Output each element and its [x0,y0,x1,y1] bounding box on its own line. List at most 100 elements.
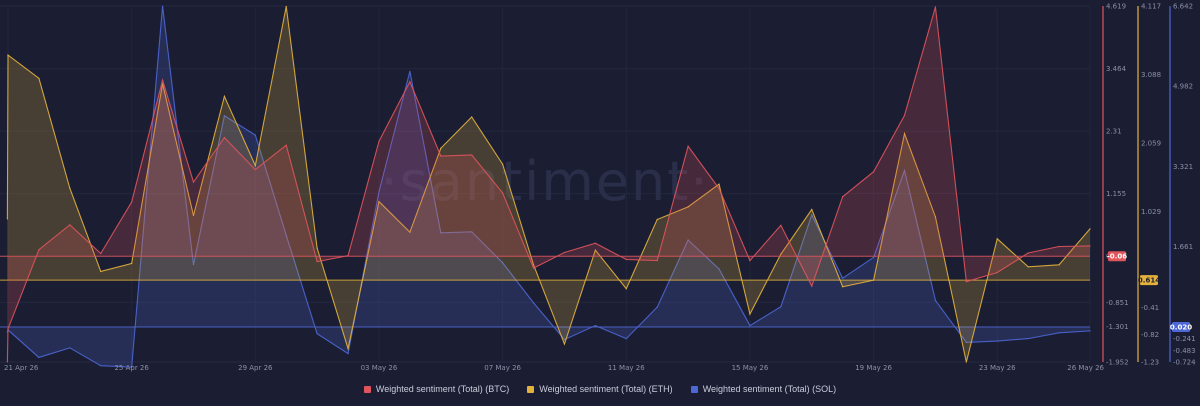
badge-bg-eth [1140,275,1158,286]
data-point-sol [131,366,133,368]
data-point-sol [285,234,287,236]
data-point-eth [223,95,225,97]
data-point-btc [811,285,813,287]
data-point-btc [873,171,875,173]
data-point-eth [38,77,40,79]
axis-tick-eth: -0.82 [1141,331,1159,339]
data-point-btc [131,201,133,203]
data-point-btc [254,168,256,171]
data-point-eth [1089,228,1091,230]
legend-item-eth[interactable]: Weighted sentiment (Total) (ETH) [527,384,673,394]
axis-tick-btc: 3.464 [1106,65,1127,73]
data-point-eth [502,163,504,165]
data-point-eth [347,348,349,350]
data-point-btc [1027,252,1029,254]
axis-tick-eth: 4.117 [1141,3,1161,11]
x-axis: 21 Apr 26 25 Apr 26 29 Apr 26 03 May 26 07 M… [4,364,1105,372]
legend-swatch-sol [690,385,698,393]
data-point-sol [934,299,937,302]
axis-tick-sol: -0.724 [1173,359,1196,367]
series-area-eth [7,6,1091,362]
data-point-eth [254,164,256,167]
badge-bg-sol [1172,322,1190,333]
data-point-eth [903,133,906,135]
x-tick-label: 21 Apr 26 [4,364,39,372]
data-point-btc [471,154,473,156]
data-point-btc [532,267,535,269]
chart-canvas: ·santiment·4.6193.4642.311.1550-0.851-1.… [0,2,1197,372]
data-point-sol [1089,330,1091,332]
last-value-badge-sol: 0.020 [1170,322,1192,333]
data-point-sol [1027,338,1029,340]
data-point-btc [440,155,442,157]
data-point-sol [38,356,40,359]
data-point-eth [842,286,844,288]
data-point-sol [192,264,195,266]
axis-tick-btc: -1.301 [1106,323,1129,331]
data-point-sol [749,324,751,327]
axis-tick-btc: 1.155 [1106,190,1126,198]
data-point-sol [471,231,473,233]
data-point-eth [996,238,998,240]
data-point-eth [1027,266,1029,268]
data-point-btc [749,259,751,262]
axis-tick-eth: 3.088 [1141,71,1161,79]
axis-tick-sol: -0.241 [1173,335,1196,343]
data-point-sol [811,214,813,216]
legend-label-eth: Weighted sentiment (Total) (ETH) [539,384,673,394]
axis-tick-btc: 2.31 [1106,128,1122,136]
data-point-btc [625,258,627,261]
series-eth [0,5,1091,363]
axis-tick-sol: 4.982 [1173,83,1193,91]
data-point-sol [903,169,906,172]
data-point-btc [409,81,411,83]
data-point-eth [934,216,937,218]
axis-tick-sol: 1.661 [1173,243,1193,251]
data-point-btc [316,261,318,263]
data-point-btc [934,6,937,8]
x-tick-label: 26 May 26 [1067,364,1104,372]
data-point-btc [842,196,844,198]
axis-tick-sol: -0.483 [1173,347,1196,355]
last-value-badge-btc: -0.06 [1107,251,1127,262]
data-point-sol [378,191,380,193]
data-point-sol [440,232,442,234]
legend-label-btc: Weighted sentiment (Total) (BTC) [375,384,510,394]
data-point-eth [1058,264,1060,266]
data-point-eth [100,270,102,273]
data-point-sol [532,302,535,304]
badge-text-btc: -0.06 [1107,253,1127,261]
data-point-sol [347,352,349,355]
data-point-eth [7,54,9,56]
axis-tick-sol: 6.642 [1173,3,1193,11]
data-point-btc [69,224,71,226]
data-point-eth [131,262,133,265]
data-point-sol [996,340,998,342]
data-point-eth [687,206,689,208]
data-point-sol [69,347,71,349]
legend-swatch-btc [363,385,371,393]
data-point-btc [223,136,225,139]
data-point-eth [625,288,627,290]
axis-tick-btc: -0.851 [1106,299,1129,307]
data-point-sol [563,338,566,341]
data-point-eth [69,187,71,189]
legend-item-sol[interactable]: Weighted sentiment (Total) (SOL) [690,384,836,394]
x-tick-label: 11 May 26 [608,364,645,372]
series-btc [0,6,1091,363]
data-point-eth [192,214,195,217]
x-tick-label: 29 Apr 26 [238,364,273,372]
data-point-sol [842,277,844,279]
axis-tick-eth: -1.23 [1141,359,1159,367]
data-point-btc [285,144,287,146]
data-point-btc [192,181,195,183]
data-point-btc [7,328,9,330]
data-point-eth [532,264,535,266]
data-point-eth [965,361,967,363]
axis-tick-eth: 1.029 [1141,208,1161,216]
legend-item-btc[interactable]: Weighted sentiment (Total) (BTC) [363,384,510,394]
data-point-eth [6,218,8,220]
data-point-btc [563,251,566,254]
axis-tick-btc: -1.952 [1106,359,1129,367]
series-sol [0,5,1091,368]
